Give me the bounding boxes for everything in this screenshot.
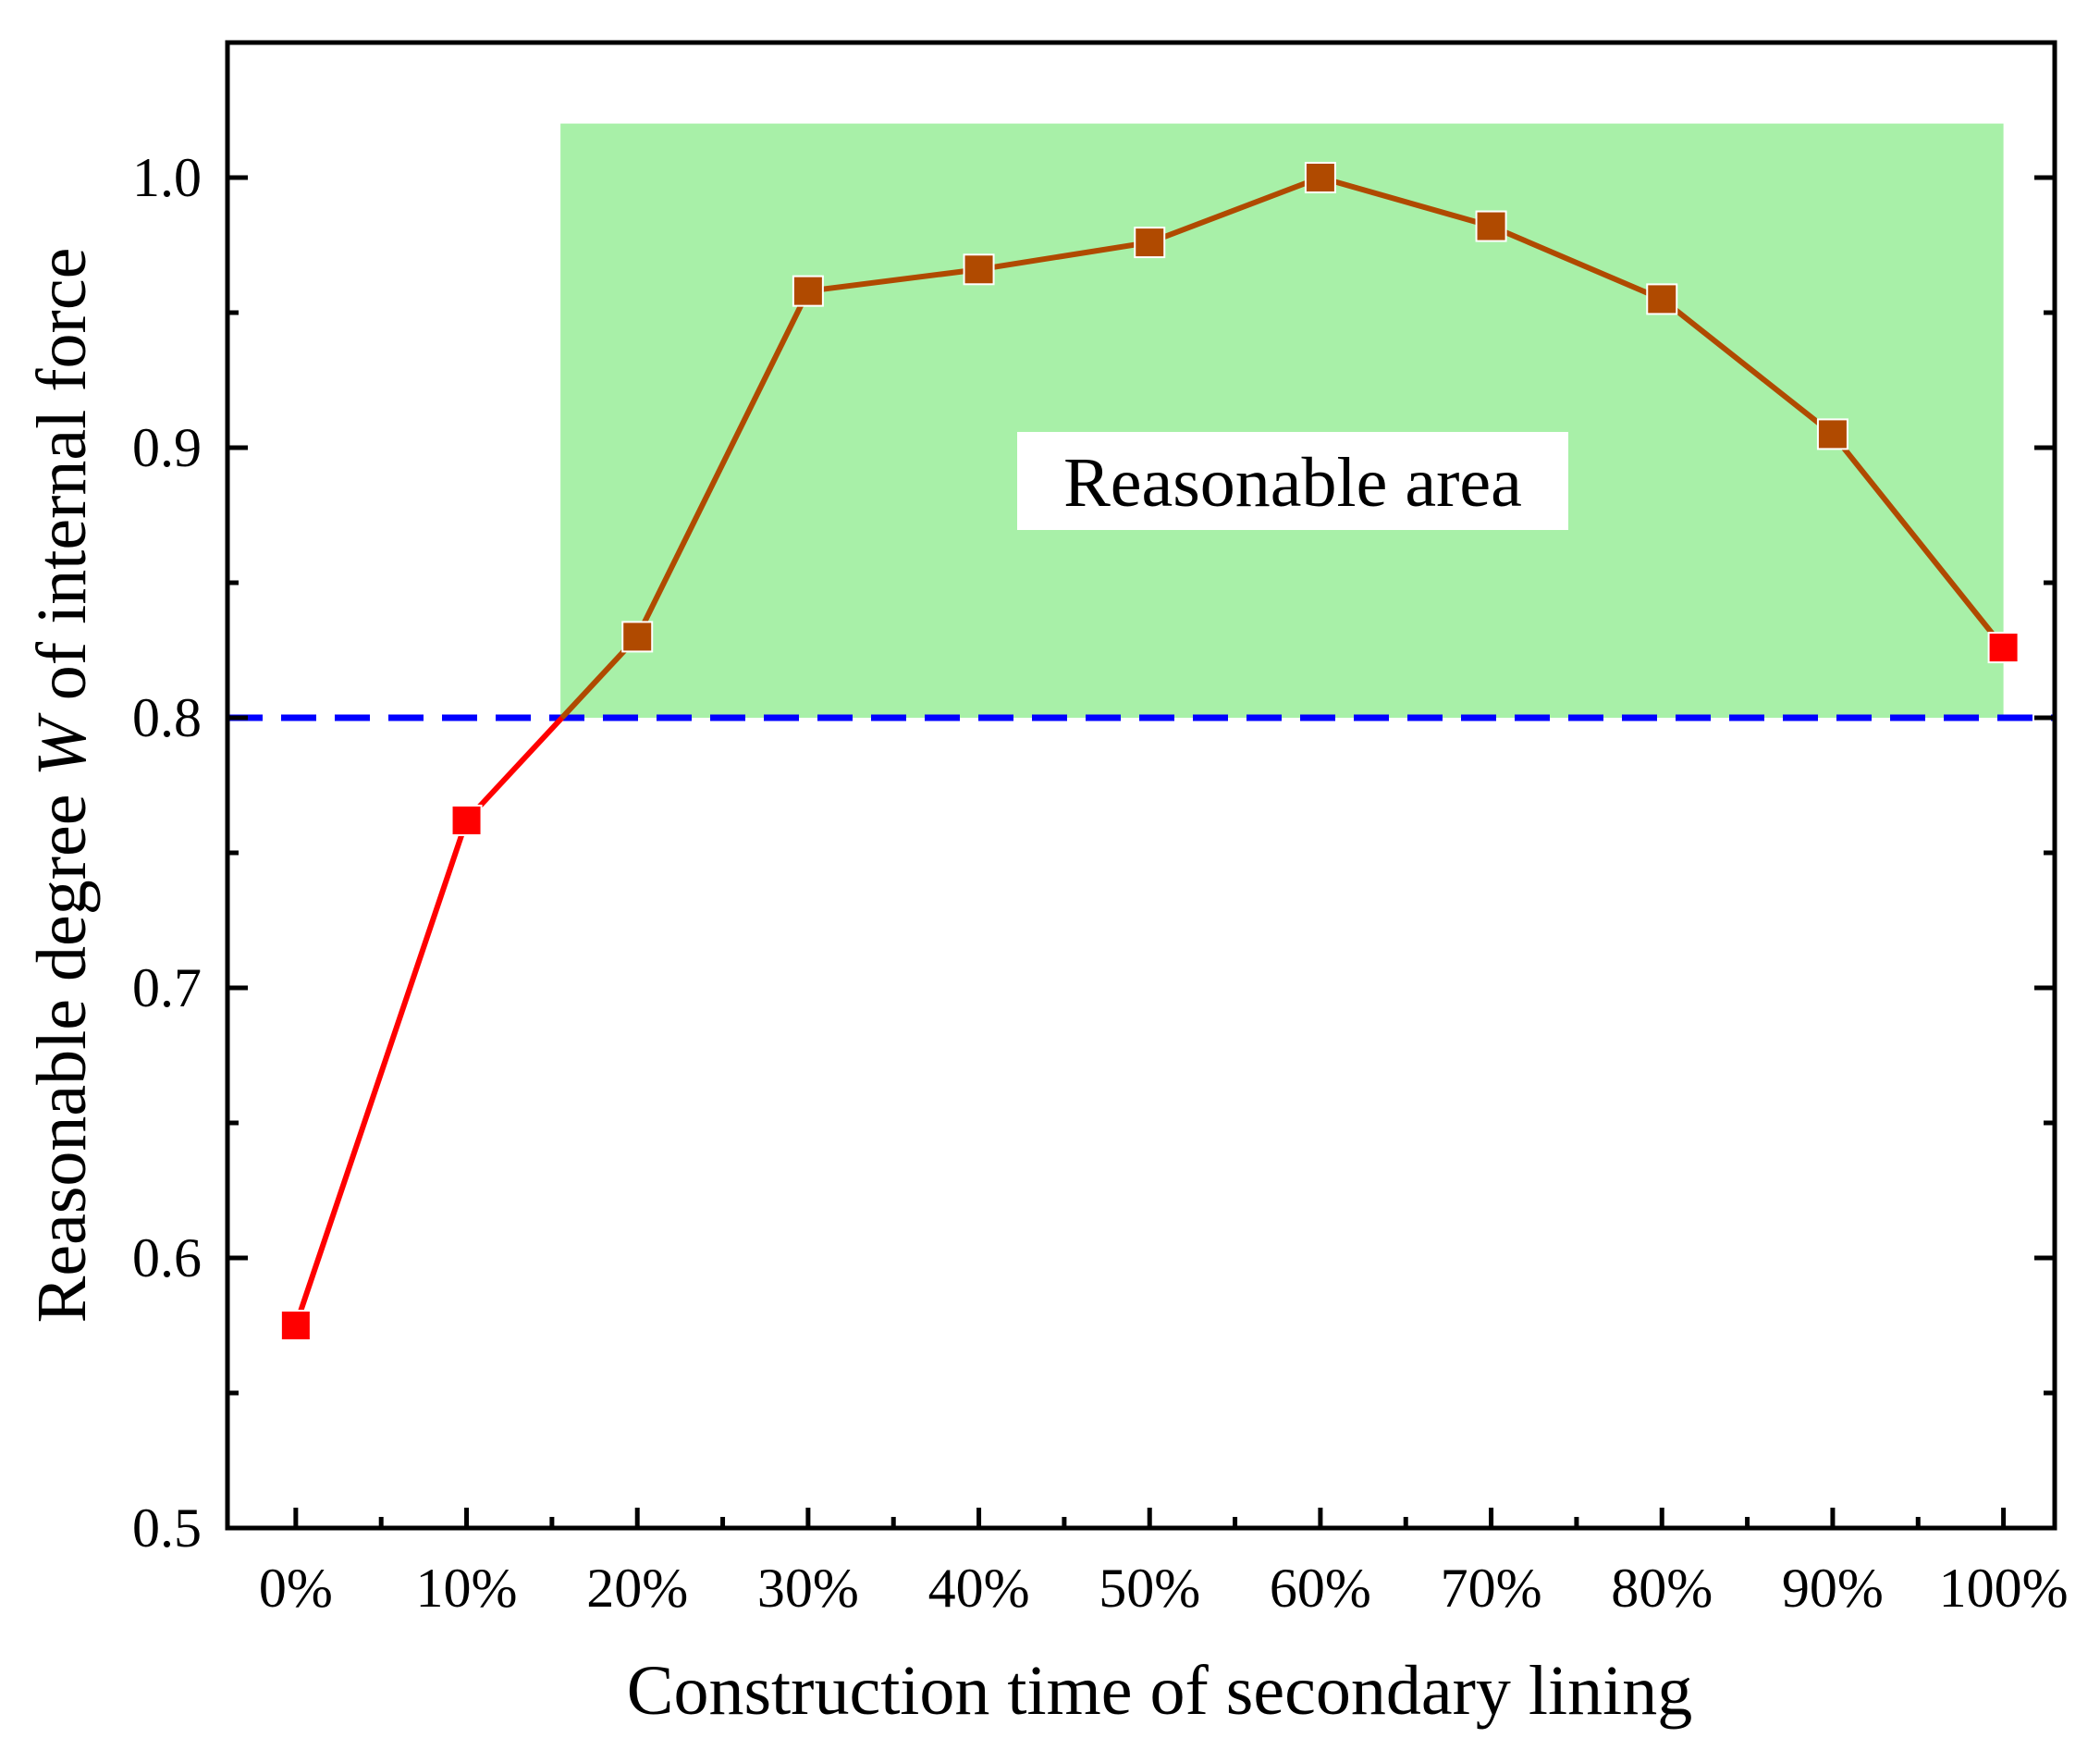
y-tick-label: 0.8	[132, 687, 202, 748]
series-segment	[634, 290, 811, 638]
x-tick-label: 70%	[1441, 1558, 1542, 1619]
data-point	[1646, 283, 1678, 315]
x-tick-label: 20%	[586, 1558, 688, 1619]
data-point	[450, 804, 483, 836]
x-tick-label: 40%	[928, 1558, 1030, 1619]
y-axis-title-part: W	[23, 712, 101, 777]
data-point	[1134, 227, 1166, 259]
y-tick-label: 0.5	[132, 1497, 202, 1559]
data-point	[963, 253, 995, 286]
y-tick-label: 0.6	[132, 1227, 202, 1288]
x-tick-label: 50%	[1099, 1558, 1200, 1619]
data-point	[279, 1310, 312, 1341]
reasonable-region	[560, 123, 2004, 719]
labels-layer: 0.5 0.6 0.7 0.8 0.9 1.0 0% 10% 20% 30% 40% 50% 60% 70…	[23, 147, 2069, 1730]
y-tick-label: 0.7	[132, 957, 202, 1018]
data-point	[792, 275, 824, 307]
y-axis-title-part: Reasonable degree	[23, 777, 101, 1324]
x-tick-label: 10%	[416, 1558, 518, 1619]
x-tick-label: 80%	[1611, 1558, 1713, 1619]
x-tick-label: 90%	[1782, 1558, 1884, 1619]
reasonable-area-label: Reasonable area	[1063, 444, 1522, 522]
x-tick-label: 0%	[259, 1558, 333, 1619]
series-segment	[1830, 432, 2006, 649]
y-axis-title: Reasonable degree W of internal force	[23, 248, 101, 1324]
series-segment	[1660, 297, 1835, 437]
series-layer	[279, 162, 2020, 1341]
reasonable-region-layer	[560, 123, 2004, 719]
annotation-background	[1017, 432, 1568, 530]
y-axis-title-part: of internal force	[23, 248, 101, 719]
x-tick-label: 60%	[1270, 1558, 1371, 1619]
data-point	[1304, 162, 1336, 193]
y-tick-label: 1.0	[132, 147, 202, 208]
plot-frame	[225, 40, 2057, 1531]
x-axis-title: Construction time of secondary lining	[627, 1652, 1692, 1730]
axes-layer	[225, 40, 2057, 1531]
series-segment	[1320, 175, 1492, 229]
data-point	[621, 621, 654, 653]
annotation-layer: Reasonable area	[1017, 432, 1568, 530]
series-segment	[293, 819, 470, 1326]
data-point	[1816, 418, 1848, 450]
series-segment	[1490, 223, 1664, 302]
series-segment	[1148, 175, 1321, 245]
y-tick-label: 0.9	[132, 417, 202, 478]
x-tick-label: 100%	[1939, 1558, 2069, 1619]
data-point	[1987, 632, 2020, 664]
series-segment	[807, 266, 979, 294]
x-tick-label: 30%	[757, 1558, 859, 1619]
series-segment	[978, 240, 1150, 273]
data-point	[1475, 210, 1507, 242]
series-segment	[464, 715, 564, 823]
